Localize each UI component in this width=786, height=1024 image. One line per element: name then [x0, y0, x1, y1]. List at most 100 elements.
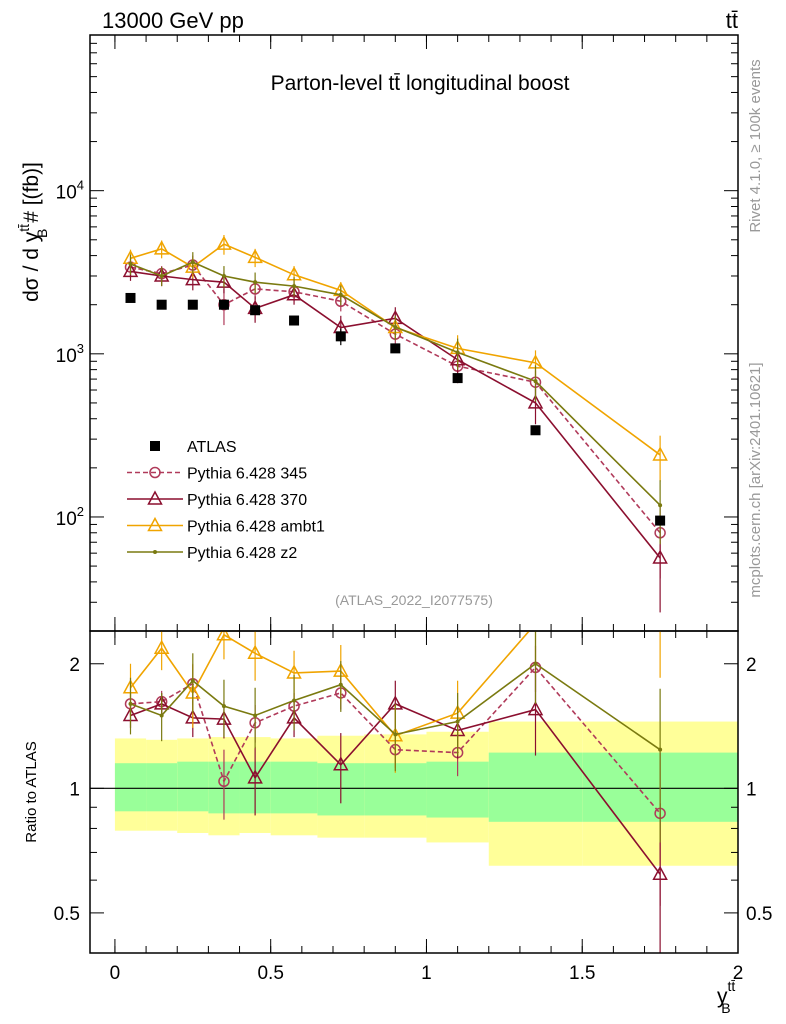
xlabel-sup: tt̄: [728, 978, 736, 994]
ylabel-pre: dσ / d y: [20, 231, 43, 302]
ratio-point: [216, 631, 232, 641]
data-point: [286, 286, 302, 301]
data-point: [533, 379, 538, 384]
data-point: [393, 325, 398, 330]
tick-base: 10: [56, 509, 77, 530]
ratio-point: [393, 732, 398, 737]
data-point: [390, 343, 401, 354]
ratio-plot-frame: [89, 630, 739, 954]
data-point: [190, 260, 195, 265]
ratio-point: [159, 713, 164, 718]
energy-label: 13000 GeV pp: [102, 8, 244, 33]
main-title: Parton-level tt̄ longitudinal boost: [271, 72, 570, 95]
data-point: [253, 280, 258, 285]
ratio-point: [533, 661, 538, 666]
legend-marker: [150, 441, 160, 451]
green-band: [177, 761, 209, 812]
legend-label: ATLAS: [187, 439, 237, 456]
y-tick-label-left: 0.5: [54, 904, 80, 925]
green-band: [114, 763, 147, 812]
ratio-point: [128, 701, 133, 706]
main-y-axis-label: dσ / d ytt̄B # [(fb)]: [16, 162, 50, 302]
ratio-point: [654, 613, 667, 625]
data-point: [187, 299, 198, 310]
y-tick-label: 104: [56, 178, 84, 204]
x-tick-label: 1.5: [569, 963, 595, 984]
legend-marker: [147, 516, 163, 532]
source-label: mcplots.cern.ch [arXiv:2401.10621]: [747, 362, 764, 597]
legend-label: Pythia 6.428 370: [187, 492, 307, 509]
svg-text:dσ / d ytt̄B # [(fb)]: dσ / d ytt̄B # [(fb)]: [16, 162, 50, 302]
data-point: [185, 271, 201, 286]
ylabel-sup: tt̄: [16, 224, 32, 232]
ratio-point: [247, 644, 263, 660]
y-tick-label-right: 1: [746, 779, 757, 800]
data-point: [128, 262, 133, 267]
data-point: [338, 292, 343, 297]
data-point: [455, 350, 460, 355]
ratio-point: [529, 617, 542, 629]
tick-exponent: 4: [77, 178, 84, 193]
x-tick-label: 2: [733, 963, 744, 984]
legend-marker: [149, 466, 161, 479]
legend-label: Pythia 6.428 z2: [187, 545, 297, 562]
ratio-point: [247, 769, 263, 784]
data-point: [216, 235, 232, 250]
green-band: [146, 763, 178, 812]
legend-label: Pythia 6.428 ambt1: [187, 519, 325, 536]
main-series-layer: [122, 234, 668, 613]
ratio-point: [652, 865, 668, 880]
xlabel-base: y: [717, 985, 728, 1008]
analysis-id: (ATLAS_2022_I2077575): [335, 592, 493, 608]
x-tick-label: 1: [421, 963, 432, 984]
rivet-label: Rivet 4.1.0, ≥ 100k events: [747, 59, 764, 232]
x-tick-label: 0.5: [257, 963, 283, 984]
data-point: [247, 248, 263, 264]
ratio-axis-ticks: 0 0.5 1 1.5 2 0.5 0.5 1 1 2 2: [54, 631, 772, 984]
ratio-point: [190, 678, 195, 683]
data-point: [527, 394, 544, 409]
data-point: [159, 273, 164, 278]
data-point: [250, 305, 261, 316]
legend-label: Pythia 6.428 345: [187, 466, 307, 483]
data-point: [125, 292, 136, 303]
ratio-point: [658, 747, 663, 752]
ratio-uncertainty-bands: [114, 721, 738, 866]
legend-marker: [153, 550, 157, 554]
data-point: [292, 284, 297, 289]
y-tick-label-left: 2: [69, 655, 80, 676]
data-point: [289, 315, 300, 326]
data-point: [221, 273, 226, 278]
y-tick-label: 102: [56, 504, 84, 530]
x-tick-label: 0: [110, 963, 121, 984]
y-tick-label-right: 2: [746, 655, 757, 676]
xlabel-sub: B: [721, 1000, 730, 1016]
legend-marker: [147, 490, 163, 505]
data-point: [452, 373, 463, 384]
ratio-point: [292, 698, 297, 703]
ratio-point: [253, 713, 258, 718]
process-label: tt̄: [726, 8, 738, 33]
ratio-series-layer: [122, 613, 668, 953]
atlas-data-layer: [125, 292, 666, 526]
y-tick-label: 103: [56, 341, 84, 367]
ratio-plot-panel: 0 0.5 1 1.5 2 0.5 0.5 1 1 2 2 Ratio to ATLAS ytt̄ B: [23, 613, 772, 1016]
tick-base: 10: [56, 346, 77, 367]
tick-base: 10: [56, 183, 77, 204]
ylabel-post: # [(fb)]: [20, 162, 43, 229]
ratio-point: [221, 704, 226, 709]
data-point: [218, 299, 229, 310]
data-point: [652, 549, 668, 564]
green-band: [270, 761, 318, 814]
tick-exponent: 3: [77, 341, 84, 356]
ratio-point: [153, 639, 170, 655]
legend: ATLAS Pythia 6.428 345 Pythia 6.428 370 Pyt…: [127, 439, 325, 562]
data-point: [122, 262, 139, 278]
ratio-x-axis-label: ytt̄ B: [717, 978, 735, 1016]
data-point: [153, 240, 170, 255]
ratio-point: [338, 682, 343, 687]
ratio-point: [455, 719, 460, 724]
ratio-point: [333, 756, 349, 771]
